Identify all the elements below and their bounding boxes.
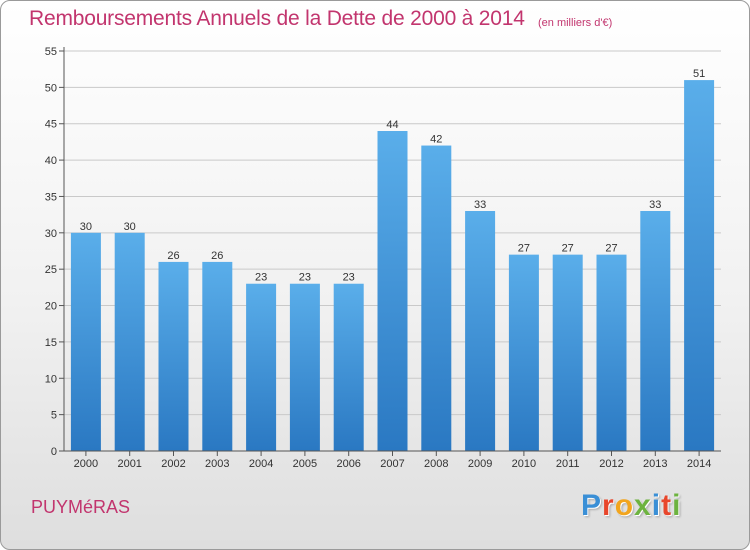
bar-value-label: 51 — [693, 68, 705, 80]
bar-value-label: 30 — [80, 221, 92, 233]
commune-name: PUYMéRAS — [31, 497, 131, 517]
bar-value-label: 27 — [518, 243, 530, 255]
bar — [552, 254, 583, 451]
x-tick-label: 2012 — [599, 458, 623, 470]
y-tick-label: 20 — [45, 301, 57, 313]
bar — [377, 131, 408, 451]
bar — [596, 254, 627, 451]
x-tick-label: 2007 — [380, 458, 404, 470]
y-tick-label: 35 — [45, 191, 57, 203]
bar — [158, 261, 189, 451]
y-tick-label: 50 — [45, 82, 57, 94]
logo-letter: P — [581, 489, 603, 522]
y-tick-label: 40 — [45, 155, 57, 167]
logo-letter: r — [602, 489, 615, 522]
proxiti-logo: Proxiti — [581, 489, 681, 523]
bar — [202, 261, 233, 451]
chart-title: Remboursements Annuels de la Dette de 20… — [29, 7, 525, 30]
bar-value-label: 26 — [211, 250, 223, 262]
logo-letter: o — [614, 489, 635, 522]
logo-letter: i — [651, 489, 662, 522]
x-tick-label: 2011 — [556, 458, 580, 470]
x-tick-label: 2009 — [468, 458, 492, 470]
x-tick-label: 2006 — [336, 458, 360, 470]
x-tick-label: 2002 — [161, 458, 185, 470]
y-tick-label: 25 — [45, 264, 57, 276]
y-tick-label: 30 — [45, 228, 57, 240]
x-tick-label: 2014 — [687, 458, 711, 470]
bar — [333, 283, 364, 451]
bar-value-label: 23 — [255, 272, 267, 284]
x-tick-label: 2005 — [293, 458, 317, 470]
bar-value-label: 26 — [167, 250, 179, 262]
bar — [421, 145, 452, 451]
bar — [640, 211, 671, 451]
y-tick-label: 15 — [45, 337, 57, 349]
bar — [70, 232, 101, 451]
bar — [508, 254, 539, 451]
y-tick-label: 55 — [45, 46, 57, 58]
bar-value-label: 23 — [299, 272, 311, 284]
x-tick-label: 2001 — [117, 458, 141, 470]
x-tick-label: 2003 — [205, 458, 229, 470]
bar — [289, 283, 320, 451]
bar-value-label: 33 — [474, 199, 486, 211]
bar — [684, 80, 715, 451]
axes: 0 5 10 15 20 25 30 35 40 45 50 55 2000 2001 2002 2003 20… — [45, 46, 721, 470]
x-tick-label: 2000 — [74, 458, 98, 470]
x-tick-label: 2008 — [424, 458, 448, 470]
bar-value-label: 44 — [386, 119, 398, 131]
bar-value-label: 42 — [430, 134, 442, 146]
x-tick-label: 2013 — [643, 458, 667, 470]
bar-value-label: 30 — [124, 221, 136, 233]
logo-letter: i — [672, 489, 682, 522]
bar — [465, 211, 496, 451]
bar-value-label: 33 — [649, 199, 661, 211]
logo-letter: t — [661, 489, 673, 522]
bars: 30 30 26 26 23 23 23 44 42 33 27 27 27 33 51 — [70, 68, 715, 451]
bar — [246, 283, 277, 451]
bar — [114, 232, 145, 451]
y-tick-label: 45 — [45, 119, 57, 131]
bar-value-label: 27 — [605, 243, 617, 255]
y-tick-label: 5 — [51, 410, 57, 422]
logo-letter: x — [634, 489, 652, 522]
y-tick-label: 10 — [45, 373, 57, 385]
chart-unit: (en milliers d'€) — [538, 17, 613, 29]
y-tick-label: 0 — [51, 446, 57, 458]
bar-value-label: 27 — [562, 243, 574, 255]
x-tick-label: 2010 — [512, 458, 536, 470]
bar-value-label: 23 — [343, 272, 355, 284]
x-tick-label: 2004 — [249, 458, 273, 470]
